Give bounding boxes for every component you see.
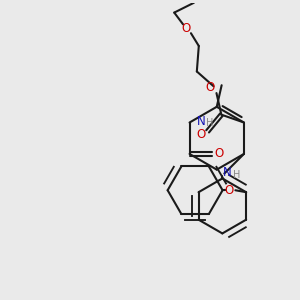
Text: O: O	[196, 128, 206, 141]
Text: N: N	[196, 115, 205, 128]
Text: O: O	[206, 81, 215, 94]
Text: H: H	[233, 169, 240, 179]
Text: O: O	[225, 184, 234, 197]
Text: N: N	[223, 166, 232, 179]
Text: O: O	[182, 22, 191, 35]
Text: H: H	[206, 118, 213, 128]
Text: O: O	[215, 147, 224, 161]
